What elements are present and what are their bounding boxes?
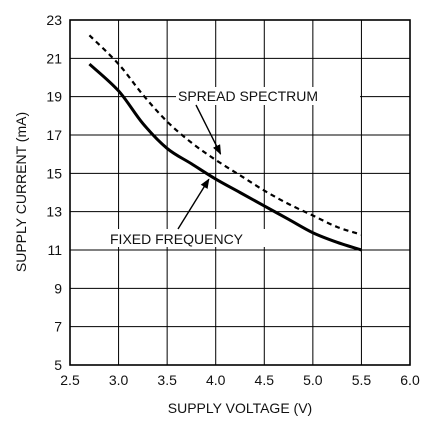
y-axis-label: SUPPLY CURRENT (mA) bbox=[13, 112, 29, 272]
x-tick-label: 3.5 bbox=[157, 372, 177, 388]
y-tick-label: 19 bbox=[46, 89, 62, 105]
x-tick-label: 4.0 bbox=[206, 372, 226, 388]
y-tick-label: 13 bbox=[46, 204, 62, 220]
series-line-spread-spectrum bbox=[88, 34, 362, 236]
annotation-fixed-frequency: FIXED FREQUENCY bbox=[110, 231, 244, 247]
series-line-fixed-frequency bbox=[88, 62, 362, 252]
y-tick-label: 21 bbox=[46, 50, 62, 66]
annotation-label-bg bbox=[108, 229, 278, 247]
y-tick-label: 5 bbox=[54, 357, 62, 373]
y-tick-label: 15 bbox=[46, 165, 62, 181]
annotation-layer: SPREAD SPECTRUM FIXED FREQUENCY bbox=[108, 87, 360, 247]
y-tick-labels: 5 7 9 11 13 15 17 19 21 23 bbox=[46, 12, 62, 373]
y-tick-label: 23 bbox=[46, 12, 62, 28]
y-tick-label: 7 bbox=[54, 319, 62, 335]
x-tick-label: 6.0 bbox=[400, 372, 420, 388]
annotation-label-bg bbox=[176, 87, 360, 105]
y-tick-label: 11 bbox=[47, 242, 62, 258]
x-tick-label: 3.0 bbox=[109, 372, 129, 388]
x-tick-labels: 2.5 3.0 3.5 4.0 4.5 5.0 5.5 6.0 bbox=[60, 372, 420, 388]
series-layer bbox=[88, 34, 362, 252]
plot-frame bbox=[69, 19, 411, 366]
annotation-arrow-fixed-frequency bbox=[177, 178, 210, 230]
x-tick-label: 5.0 bbox=[303, 372, 323, 388]
annotation-spread-spectrum: SPREAD SPECTRUM bbox=[178, 88, 318, 104]
annotation-arrow-spread-spectrum bbox=[195, 104, 222, 155]
x-tick-label: 4.5 bbox=[255, 372, 275, 388]
y-tick-label: 9 bbox=[54, 280, 62, 296]
x-axis-label: SUPPLY VOLTAGE (V) bbox=[168, 400, 312, 416]
y-tick-label: 17 bbox=[46, 127, 62, 143]
x-tick-label: 5.5 bbox=[352, 372, 372, 388]
x-tick-label: 2.5 bbox=[60, 372, 80, 388]
